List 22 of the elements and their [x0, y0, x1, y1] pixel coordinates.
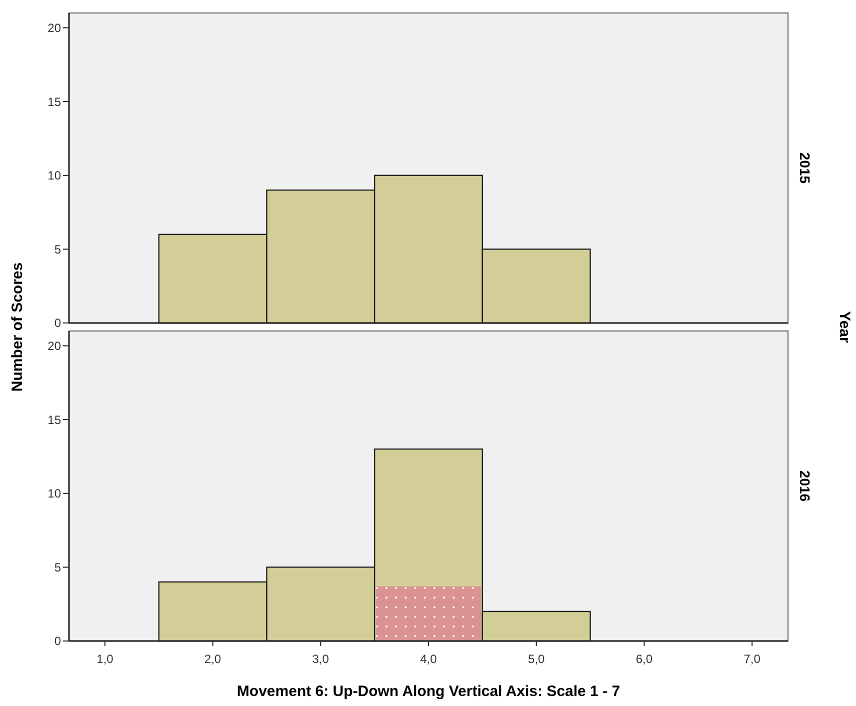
y-tick-label: 5 — [54, 242, 62, 256]
y-tick-label: 20 — [48, 20, 62, 35]
y-tick-label: 10 — [48, 486, 62, 501]
x-tick-label: 5,0 — [528, 652, 546, 666]
text: Year — [836, 311, 853, 344]
y2-axis-title: 2015 — [797, 152, 813, 184]
x-tick-label: 1,0 — [96, 652, 114, 666]
y-axis-title: Number of Scores — [9, 262, 26, 392]
y2-axis-title: 2016 — [797, 470, 813, 502]
y-tick-label: 20 — [48, 338, 62, 353]
x-axis-title: Movement 6: Up-Down Along Vertical Axis: Scale 1 - 7 — [236, 683, 620, 700]
y-tick-label: 0 — [54, 634, 62, 648]
y-tick-label: 10 — [48, 168, 62, 183]
y-tick-label: 15 — [48, 412, 62, 427]
x-tick-label: 7,0 — [744, 652, 761, 666]
x-tick-label: 4,0 — [420, 652, 438, 666]
y-tick-label: 15 — [48, 94, 62, 109]
x-tick-label: 6,0 — [636, 652, 653, 666]
y-tick-label: 5 — [54, 560, 62, 574]
y-tick-label: 0 — [54, 316, 62, 330]
x-tick-label: 3,0 — [312, 652, 330, 666]
x-tick-label: 2,0 — [204, 652, 222, 666]
